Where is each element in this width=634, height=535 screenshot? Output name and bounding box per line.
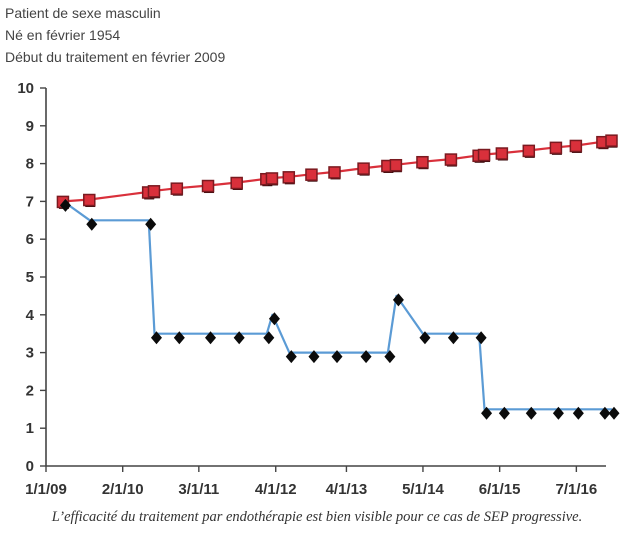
data-point [389,158,403,172]
data-point [331,350,343,364]
data-point [83,193,96,207]
x-tick-label: 3/1/11 [178,481,219,498]
x-tick-label: 2/1/10 [102,481,144,498]
x-tick-label: 4/1/12 [255,481,297,498]
data-point [495,147,509,160]
data-point [305,168,318,181]
data-point [86,217,98,231]
data-point [205,331,217,345]
data-point [263,331,275,345]
y-tick-label: 1 [26,420,34,437]
data-point [328,166,341,179]
data-point [357,162,370,175]
data-point [201,179,215,193]
data-point [233,331,245,345]
data-point [145,217,157,231]
data-point [285,350,297,364]
data-point [59,198,71,212]
figure-caption: L’efficacité du traitement par endothéra… [51,509,583,525]
y-tick-label: 6 [26,231,34,248]
y-tick-label: 10 [17,80,34,97]
data-point [384,350,396,364]
data-point [282,171,296,184]
data-point [265,172,279,185]
data-point [572,406,584,420]
data-point [447,331,459,345]
data-point [498,406,510,420]
x-tick-label: 6/1/15 [479,481,521,498]
data-point [308,350,320,364]
data-point [481,406,493,420]
series-layer [56,134,620,420]
data-point [147,185,161,198]
x-tick-label: 1/1/09 [25,481,67,498]
patient-sex-line: Patient de sexe masculin [5,5,161,21]
data-point [268,312,280,326]
data-point [360,350,372,364]
axis-ticks: 0 1 2 3 4 5 6 7 8 9 10 1/1/09 2/1/10 3/1/11 4/1/12 4/1/… [17,80,597,498]
series-2-line [62,200,612,411]
y-tick-label: 7 [26,193,34,210]
data-point [477,148,491,162]
birth-date-line: Né en février 1954 [5,27,121,43]
x-tick-label: 7/1/16 [556,481,598,498]
data-point [173,331,185,345]
data-point [549,141,563,155]
data-point [475,331,487,345]
data-point [608,406,620,420]
y-tick-label: 9 [26,118,34,135]
y-tick-label: 2 [26,382,34,399]
data-point [230,176,243,190]
data-point [150,331,162,345]
data-point [569,139,583,153]
data-point [522,144,536,158]
y-tick-label: 4 [26,307,35,324]
data-point [605,134,618,147]
y-tick-label: 8 [26,156,34,173]
data-point [599,406,611,420]
y-tick-label: 0 [26,458,34,475]
data-point [419,331,431,345]
data-point [170,182,184,195]
series-2 [59,198,620,420]
data-point [525,406,537,420]
treatment-start-line: Début du traitement en février 2009 [5,49,226,65]
y-tick-label: 3 [26,345,34,362]
data-point [444,153,458,166]
x-tick-label: 5/1/14 [402,481,444,498]
x-tick-label: 4/1/13 [326,481,368,498]
series-1 [56,134,618,209]
data-point [392,293,404,307]
data-point [416,155,429,169]
y-tick-label: 5 [26,269,34,286]
data-point [552,406,564,420]
